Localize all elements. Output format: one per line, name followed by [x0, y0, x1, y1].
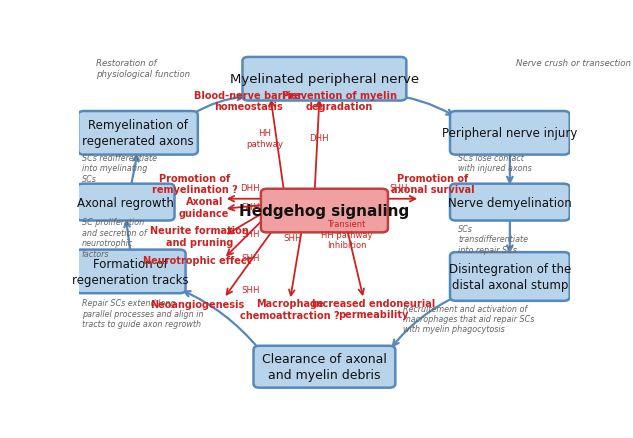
FancyBboxPatch shape — [254, 346, 395, 388]
FancyBboxPatch shape — [78, 112, 198, 155]
Text: Repair SCs extend long
parallel processes and align in
tracts to guide axon regr: Repair SCs extend long parallel processe… — [82, 299, 203, 328]
Text: Macrophage
chemoattraction ?: Macrophage chemoattraction ? — [241, 299, 340, 320]
Text: SHH: SHH — [389, 184, 408, 193]
Text: SHH: SHH — [284, 233, 302, 243]
Text: SC proliferation
and secretion of
neurotrophic
factors: SC proliferation and secretion of neurot… — [82, 218, 146, 258]
Text: Blood-nerve barrier
homeostasis: Blood-nerve barrier homeostasis — [194, 91, 303, 112]
Text: SHH: SHH — [241, 286, 260, 295]
Text: Formation of
regeneration tracks: Formation of regeneration tracks — [72, 257, 189, 286]
Text: HH
pathway: HH pathway — [246, 129, 283, 148]
Text: Promotion of
remyelination ?: Promotion of remyelination ? — [151, 173, 237, 195]
FancyBboxPatch shape — [76, 250, 185, 293]
Text: Nerve crush or transection: Nerve crush or transection — [516, 59, 630, 68]
FancyBboxPatch shape — [450, 184, 570, 221]
Text: Nerve demyelination: Nerve demyelination — [448, 196, 572, 209]
FancyBboxPatch shape — [261, 189, 388, 233]
Text: DHH: DHH — [240, 184, 260, 193]
Text: Clearance of axonal
and myelin debris: Clearance of axonal and myelin debris — [262, 353, 387, 381]
Text: Remyelination of
regenerated axons: Remyelination of regenerated axons — [82, 119, 194, 148]
Text: Axonal regrowth: Axonal regrowth — [77, 196, 174, 209]
Text: Restoration of
physiological function: Restoration of physiological function — [96, 59, 191, 79]
Text: Axonal
guidance: Axonal guidance — [179, 197, 229, 219]
FancyBboxPatch shape — [242, 58, 406, 101]
Text: Transient
HH pathway
Inhibition: Transient HH pathway Inhibition — [321, 220, 372, 250]
Text: Neurotrophic effect: Neurotrophic effect — [142, 255, 251, 265]
Text: SCs
transdifferentiate
into repair SCs: SCs transdifferentiate into repair SCs — [458, 225, 529, 254]
Text: Prevention of myelin
degradation: Prevention of myelin degradation — [282, 91, 397, 112]
Text: SHH: SHH — [241, 202, 260, 212]
Text: SCs lose contact
with injured axons: SCs lose contact with injured axons — [458, 154, 532, 173]
FancyBboxPatch shape — [450, 112, 570, 155]
FancyBboxPatch shape — [77, 184, 175, 221]
Text: SCs redifferentiate
into myelinating
SCs: SCs redifferentiate into myelinating SCs — [82, 154, 156, 184]
Text: Promotion of
axonal survival: Promotion of axonal survival — [391, 173, 474, 195]
Text: Peripheral nerve injury: Peripheral nerve injury — [442, 127, 577, 140]
Text: DHH: DHH — [309, 134, 329, 143]
FancyBboxPatch shape — [450, 253, 570, 301]
Text: SHH: SHH — [241, 254, 260, 263]
Text: Myelinated peripheral nerve: Myelinated peripheral nerve — [230, 73, 419, 86]
Text: Increased endoneurial
permeability: Increased endoneurial permeability — [312, 298, 435, 320]
Text: Disintegration of the
distal axonal stump: Disintegration of the distal axonal stum… — [449, 262, 571, 291]
Text: SHH: SHH — [241, 230, 260, 239]
Text: Neurite formation
and pruning: Neurite formation and pruning — [150, 226, 249, 247]
Text: Recruitement and activation of
macrophages that aid repair SCs
with myelin phago: Recruitement and activation of macrophag… — [403, 304, 534, 334]
Text: Hedgehog signaling: Hedgehog signaling — [239, 204, 410, 219]
Text: Neoangiogenesis: Neoangiogenesis — [150, 299, 244, 309]
